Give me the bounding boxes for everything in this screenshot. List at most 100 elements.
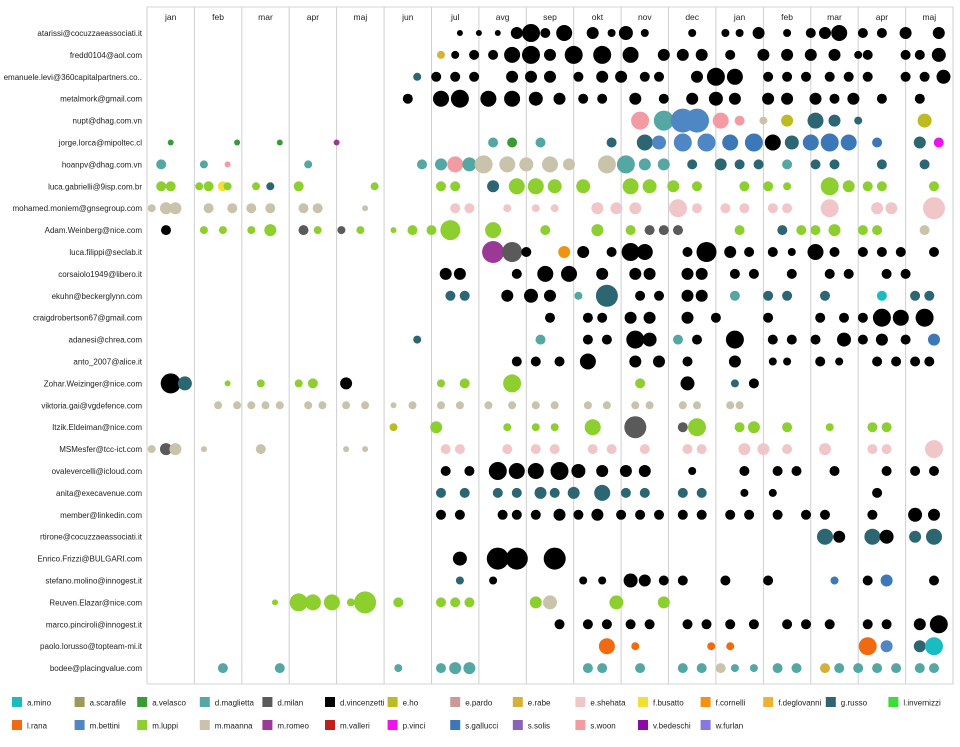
activity-bubble — [739, 466, 750, 476]
activity-bubble — [529, 596, 542, 609]
activity-bubble — [606, 444, 617, 455]
activity-bubble — [437, 50, 445, 59]
activity-bubble — [147, 445, 156, 454]
activity-bubble — [227, 203, 238, 214]
activity-bubble — [169, 202, 182, 215]
legend-swatch — [512, 720, 523, 730]
activity-bubble — [256, 379, 265, 388]
activity-bubble — [218, 226, 227, 235]
activity-bubble — [456, 30, 463, 36]
activity-bubble — [437, 379, 445, 388]
activity-bubble — [579, 576, 588, 585]
activity-bubble — [492, 487, 503, 498]
activity-bubble — [881, 422, 892, 433]
activity-bubble — [932, 27, 945, 39]
activity-bubble — [738, 443, 751, 456]
activity-bubble — [469, 49, 480, 60]
activity-bubble — [459, 378, 470, 389]
sender-tick-label: nupt@dhag.com.vn — [73, 117, 143, 126]
activity-bubble — [842, 180, 855, 193]
activity-bubble — [606, 137, 617, 148]
activity-bubble — [820, 509, 830, 520]
activity-bubble — [767, 203, 778, 214]
activity-bubble — [787, 248, 796, 256]
activity-bubble — [631, 401, 640, 410]
activity-bubble — [734, 159, 745, 170]
activity-bubble — [436, 597, 446, 608]
activity-bubble — [820, 199, 839, 218]
activity-bubble — [931, 47, 946, 62]
activity-bubble — [540, 225, 551, 236]
activity-bubble — [455, 401, 464, 410]
activity-bubble — [763, 312, 774, 323]
activity-bubble — [554, 356, 565, 367]
activity-bubble — [708, 91, 723, 106]
activity-bubble — [453, 267, 466, 280]
activity-bubble — [857, 312, 868, 323]
sender-tick-label: viktoria.gai@vgdefence.com — [41, 401, 142, 410]
activity-bubble — [879, 529, 894, 544]
activity-bubble — [626, 330, 645, 349]
activity-bubble — [298, 225, 309, 236]
activity-bubble — [596, 267, 609, 280]
activity-bubble — [804, 48, 817, 61]
activity-bubble — [781, 114, 794, 127]
activity-bubble — [682, 356, 693, 367]
activity-bubble — [635, 663, 646, 674]
activity-bubble — [748, 619, 759, 630]
activity-bubble — [828, 48, 841, 61]
activity-bubble — [597, 155, 616, 174]
activity-bubble — [725, 619, 736, 630]
activity-bubble — [763, 71, 774, 82]
activity-bubble — [820, 133, 839, 152]
activity-bubble — [596, 465, 609, 477]
activity-bubble — [502, 444, 513, 455]
activity-bubble — [489, 576, 498, 585]
legend-label: v.bedeschi — [653, 722, 691, 731]
legend-swatch — [450, 720, 461, 730]
activity-bubble — [810, 225, 821, 236]
activity-bubble — [642, 179, 657, 194]
activity-bubble — [805, 28, 816, 38]
activity-bubble — [657, 48, 670, 61]
legend-swatch — [825, 697, 836, 707]
activity-bubble — [340, 377, 353, 390]
activity-bubble — [261, 401, 270, 410]
activity-bubble — [739, 203, 750, 214]
activity-bubble — [636, 134, 653, 151]
activity-bubble — [455, 576, 464, 585]
activity-bubble — [819, 443, 831, 456]
activity-bubble — [582, 334, 593, 345]
activity-bubble — [691, 70, 703, 83]
activity-bubble — [354, 591, 377, 614]
activity-bubble — [616, 155, 635, 174]
activity-bubble — [437, 401, 445, 410]
activity-bubble — [715, 663, 726, 674]
legend-label: a.mino — [27, 699, 52, 708]
sender-tick-label: metalmork@gmail.com — [60, 95, 142, 104]
activity-bubble — [214, 401, 223, 410]
activity-bubble — [567, 486, 580, 499]
activity-bubble — [782, 444, 793, 455]
activity-bubble — [673, 334, 683, 345]
activity-bubble — [156, 181, 167, 192]
legend-label: e.ho — [403, 699, 419, 708]
activity-bubble — [749, 664, 758, 673]
activity-bubble — [900, 49, 911, 60]
activity-bubble — [872, 308, 891, 327]
activity-bubble — [505, 547, 528, 570]
activity-bubble — [342, 401, 351, 410]
activity-bubble — [436, 487, 446, 498]
activity-bubble — [464, 597, 475, 608]
legend-label: s.woon — [590, 722, 615, 731]
activity-bubble — [692, 334, 702, 345]
activity-bubble — [854, 50, 863, 59]
activity-bubble — [929, 181, 939, 192]
activity-bubble — [891, 356, 902, 367]
activity-bubble — [783, 182, 792, 191]
activity-bubble — [767, 334, 778, 345]
legend-label: e.pardo — [465, 699, 493, 708]
activity-bubble — [370, 182, 379, 191]
month-tick-label: jan — [733, 12, 746, 22]
month-tick-label: apr — [307, 12, 319, 22]
